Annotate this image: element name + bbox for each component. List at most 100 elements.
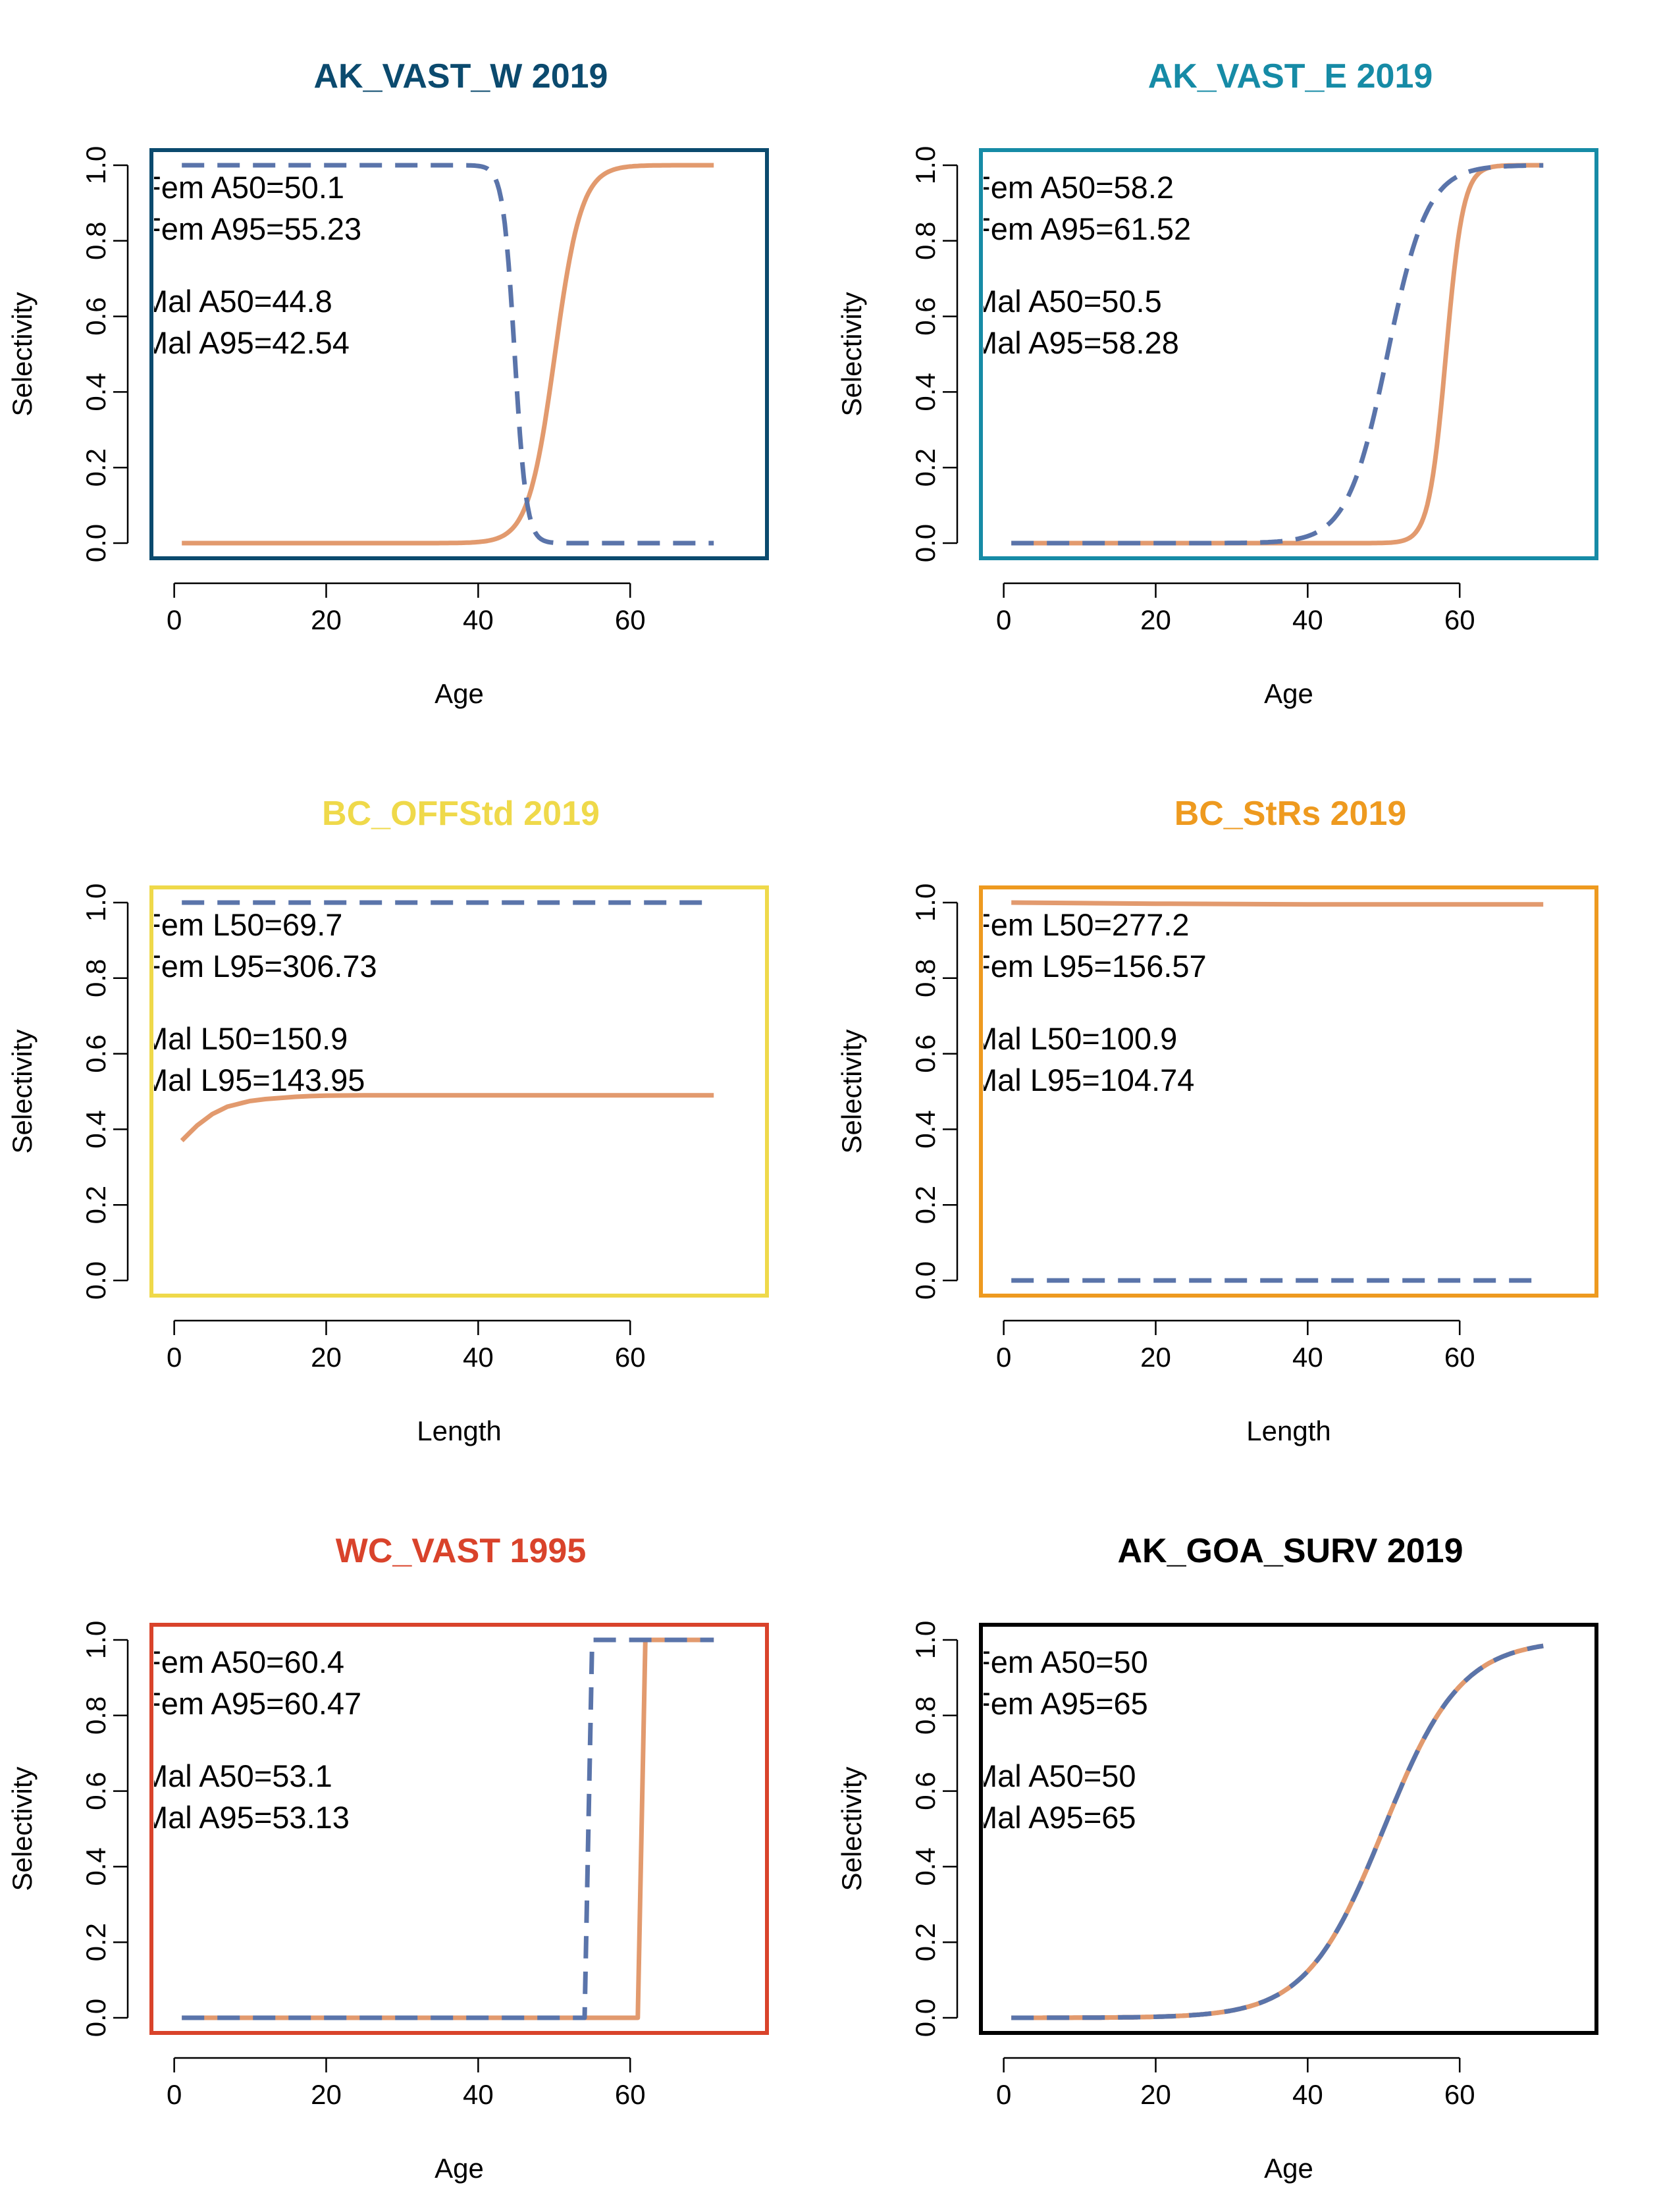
y-tick-label: 0.2 xyxy=(910,448,941,487)
x-tick-label: 40 xyxy=(463,1342,494,1373)
y-tick-label: 0.2 xyxy=(910,1923,941,1961)
plot-frame xyxy=(979,1623,1598,2035)
x-tick-label: 60 xyxy=(615,604,646,635)
series-group xyxy=(1011,900,1544,1283)
parameter-annotation: Mal L50=100.9 xyxy=(972,1021,1177,1056)
y-tick-label: 0.8 xyxy=(910,1697,941,1735)
y-tick-label: 1.0 xyxy=(910,146,941,184)
panel-title: AK_GOA_SURV 2019 xyxy=(1117,1532,1463,1570)
parameter-annotation: Fem A50=60.4 xyxy=(142,1645,344,1679)
y-tick-label: 0.8 xyxy=(80,1697,111,1735)
y-tick-label: 0.4 xyxy=(910,373,941,411)
panel-title: BC_StRs 2019 xyxy=(1174,795,1407,833)
y-tick-label: 0.6 xyxy=(910,1772,941,1810)
annotation-group: Fem A50=60.4 Fem A95=60.47 Mal A50=53.1 Mal… xyxy=(142,1645,361,1835)
x-tick-label: 20 xyxy=(1140,604,1171,635)
y-axis-label: Selectivity xyxy=(836,1766,867,1891)
y-axis-label: Selectivity xyxy=(7,1766,38,1891)
x-axis-label: Length xyxy=(1246,1415,1330,1446)
y-tick-label: 0.2 xyxy=(80,448,111,487)
parameter-annotation: Mal A95=42.54 xyxy=(142,325,350,360)
y-tick-label: 0.0 xyxy=(80,1999,111,2037)
parameter-annotation: Fem A95=65 xyxy=(972,1686,1148,1721)
x-tick-label: 40 xyxy=(1292,604,1323,635)
series-group xyxy=(182,1637,714,2020)
chart-panel-2: AK_VAST_E 2019 Fem A50=58.2 Fem A95=61.52 M… xyxy=(836,57,1598,709)
x-axis-label: Age xyxy=(1264,2153,1313,2184)
y-axis-label: Selectivity xyxy=(836,292,867,416)
x-tick-label: 0 xyxy=(996,2079,1011,2110)
plot-frame xyxy=(979,148,1598,560)
annotation-group: Fem L50=277.2 Fem L95=156.57 Mal L50=100.9… xyxy=(972,907,1207,1097)
chart-panel-3: BC_OFFStd 2019 Fem L50=69.7 Fem L95=306.73… xyxy=(7,795,769,1446)
y-tick-label: 1.0 xyxy=(80,146,111,184)
y-tick-label: 1.0 xyxy=(910,1621,941,1659)
annotation-group: Fem A50=50.1 Fem A95=55.23 Mal A50=44.8 Mal… xyxy=(142,170,361,360)
y-tick-label: 1.0 xyxy=(80,883,111,922)
x-tick-label: 20 xyxy=(311,2079,342,2110)
series-group xyxy=(1011,163,1544,546)
panel-title: BC_OFFStd 2019 xyxy=(322,795,600,833)
parameter-annotation: Mal A50=44.8 xyxy=(142,284,332,319)
y-tick-label: 1.0 xyxy=(910,883,941,922)
y-tick-label: 0.6 xyxy=(910,297,941,335)
x-tick-label: 20 xyxy=(311,604,342,635)
y-tick-label: 0.4 xyxy=(80,373,111,411)
female-selectivity-line xyxy=(181,163,714,546)
x-tick-label: 60 xyxy=(615,2079,646,2110)
x-tick-label: 60 xyxy=(615,1342,646,1373)
parameter-annotation: Fem A50=50 xyxy=(972,1645,1148,1679)
male-selectivity-line xyxy=(181,163,714,546)
female-selectivity-line xyxy=(180,1093,714,1143)
plot-frame xyxy=(149,1623,769,2035)
y-tick-label: 0.4 xyxy=(910,1110,941,1148)
parameter-annotation: Fem A95=61.52 xyxy=(972,211,1191,246)
male-selectivity-line xyxy=(1011,163,1544,546)
parameter-annotation: Mal L95=143.95 xyxy=(142,1063,365,1097)
x-axis-label: Length xyxy=(417,1415,501,1446)
parameter-annotation: Fem A50=50.1 xyxy=(142,170,344,205)
y-tick-label: 0.0 xyxy=(910,1999,941,2037)
parameter-annotation: Mal A50=50.5 xyxy=(972,284,1162,319)
y-tick-label: 0.4 xyxy=(910,1847,941,1885)
y-tick-label: 0.8 xyxy=(910,959,941,997)
series-group xyxy=(1011,1643,1544,2020)
y-tick-label: 0.0 xyxy=(910,1261,941,1300)
y-tick-label: 0.0 xyxy=(80,1261,111,1300)
parameter-annotation: Mal A50=53.1 xyxy=(142,1758,332,1793)
x-tick-label: 40 xyxy=(463,604,494,635)
y-tick-label: 0.8 xyxy=(80,959,111,997)
panel-title: AK_VAST_E 2019 xyxy=(1148,57,1433,95)
y-axis-label: Selectivity xyxy=(836,1029,867,1153)
annotation-group: Fem L50=69.7 Fem L95=306.73 Mal L50=150.9 M… xyxy=(142,907,377,1097)
annotation-group: Fem A50=50 Fem A95=65 Mal A50=50 Mal A95=65 xyxy=(972,1645,1148,1835)
x-tick-label: 0 xyxy=(996,1342,1011,1373)
chart-panel-1: AK_VAST_W 2019 Fem A50=50.1 Fem A95=55.23 M… xyxy=(7,57,769,709)
y-tick-label: 0.6 xyxy=(80,297,111,335)
x-tick-label: 20 xyxy=(1140,2079,1171,2110)
parameter-annotation: Fem A50=58.2 xyxy=(972,170,1174,205)
parameter-annotation: Fem L95=306.73 xyxy=(142,949,377,984)
parameter-annotation: Fem L95=156.57 xyxy=(972,949,1207,984)
x-tick-label: 0 xyxy=(167,2079,182,2110)
parameter-annotation: Fem L50=277.2 xyxy=(972,907,1190,942)
x-tick-label: 20 xyxy=(1140,1342,1171,1373)
y-axis-label: Selectivity xyxy=(7,1029,38,1153)
y-tick-label: 0.6 xyxy=(80,1772,111,1810)
y-tick-label: 0.2 xyxy=(910,1186,941,1224)
x-axis-label: Age xyxy=(434,2153,484,2184)
plot-frame xyxy=(979,885,1598,1298)
x-tick-label: 40 xyxy=(463,2079,494,2110)
chart-panel-5: WC_VAST 1995 Fem A50=60.4 Fem A95=60.47 Mal… xyxy=(7,1532,769,2184)
y-tick-label: 1.0 xyxy=(80,1621,111,1659)
x-tick-label: 40 xyxy=(1292,2079,1323,2110)
chart-panel-4: BC_StRs 2019 Fem L50=277.2 Fem L95=156.57 M… xyxy=(836,795,1598,1446)
series-group xyxy=(181,163,714,546)
y-tick-label: 0.4 xyxy=(80,1110,111,1148)
parameter-annotation: Fem L50=69.7 xyxy=(142,907,342,942)
panel-title: AK_VAST_W 2019 xyxy=(314,57,608,95)
plot-frame xyxy=(149,148,769,560)
x-tick-label: 60 xyxy=(1444,2079,1475,2110)
parameter-annotation: Mal L50=150.9 xyxy=(142,1021,348,1056)
